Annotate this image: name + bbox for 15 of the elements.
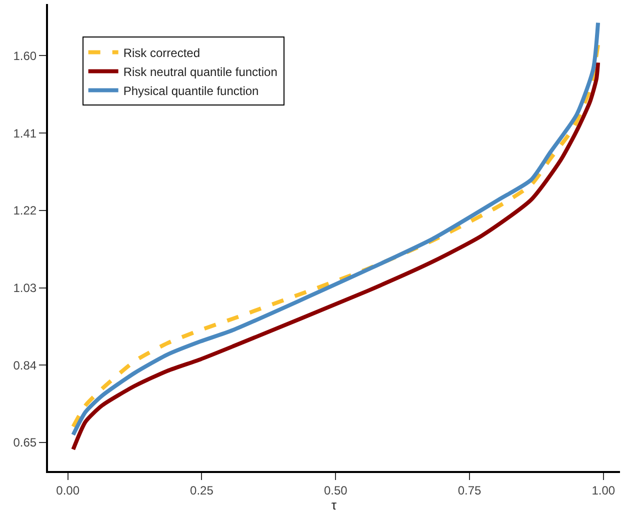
x-tick-label: 1.00 [592,483,616,498]
x-tick-label: 0.50 [324,483,348,498]
y-tick-label: 0.84 [13,358,37,372]
legend-label: Risk neutral quantile function [123,64,278,79]
x-tick-label: 0.00 [56,483,80,498]
x-axis-title: τ [331,497,338,512]
legend-label: Physical quantile function [123,84,259,98]
y-tick-label: 1.60 [13,48,37,63]
y-tick-label: 0.65 [13,436,37,450]
y-tick-label: 1.41 [13,126,37,140]
y-tick-label: 1.03 [13,280,37,295]
legend-label: Risk corrected [123,46,200,60]
y-tick-label: 1.22 [13,204,37,218]
x-tick-label: 0.25 [190,483,214,498]
x-tick-label: 0.75 [458,483,482,498]
